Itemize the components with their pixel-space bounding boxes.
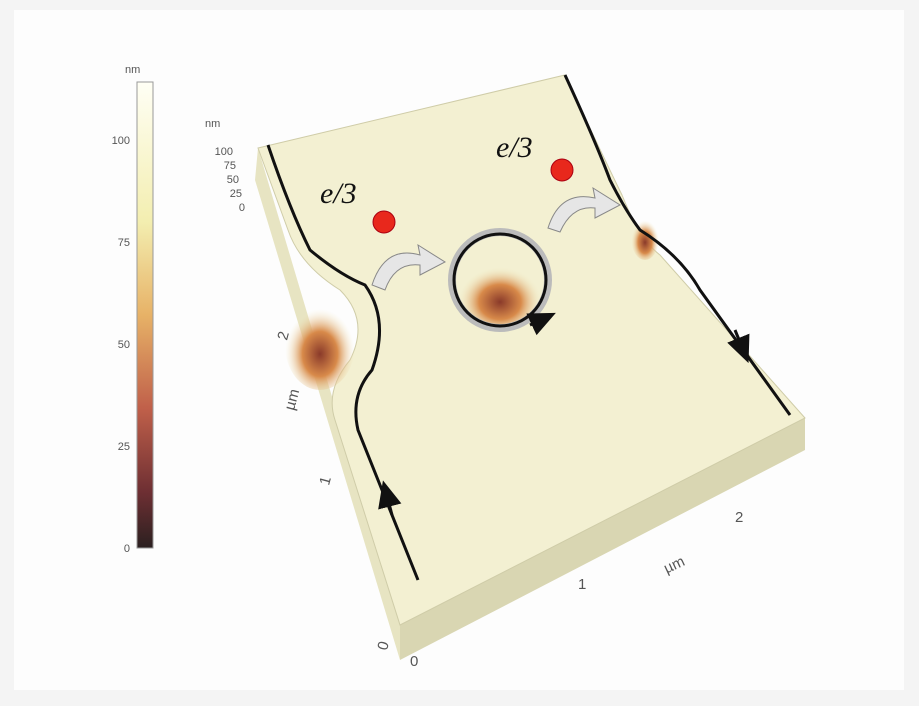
- z-tick-label: 100: [215, 146, 233, 158]
- colorbar-tick-label: 100: [112, 135, 130, 147]
- x-tick-label: 0: [410, 653, 418, 670]
- z-tick-label: 25: [230, 188, 242, 200]
- z-tick-label: 0: [239, 202, 245, 214]
- height-feature: [285, 300, 355, 390]
- colorbar-tick-label: 25: [118, 441, 130, 453]
- colorbar-tick-label: 50: [118, 339, 130, 351]
- colorbar-unit: nm: [125, 64, 140, 76]
- z-tick-label: 50: [227, 174, 239, 186]
- charge-label: e/3: [320, 177, 357, 210]
- z-tick-label: 75: [224, 160, 236, 172]
- colorbar-tick-label: 0: [124, 543, 130, 555]
- z-axis-unit: nm: [205, 118, 220, 130]
- quasiparticle: [373, 211, 395, 233]
- colorbar-tick-label: 75: [118, 237, 130, 249]
- x-tick-label: 2: [735, 509, 743, 526]
- quasiparticle: [551, 159, 573, 181]
- colorbar: [137, 82, 153, 548]
- x-tick-label: 1: [578, 576, 586, 593]
- figure: nm 1007550250 e/3 e/3 nm 1007550250 µm 0…: [0, 0, 919, 706]
- charge-label: e/3: [496, 131, 533, 164]
